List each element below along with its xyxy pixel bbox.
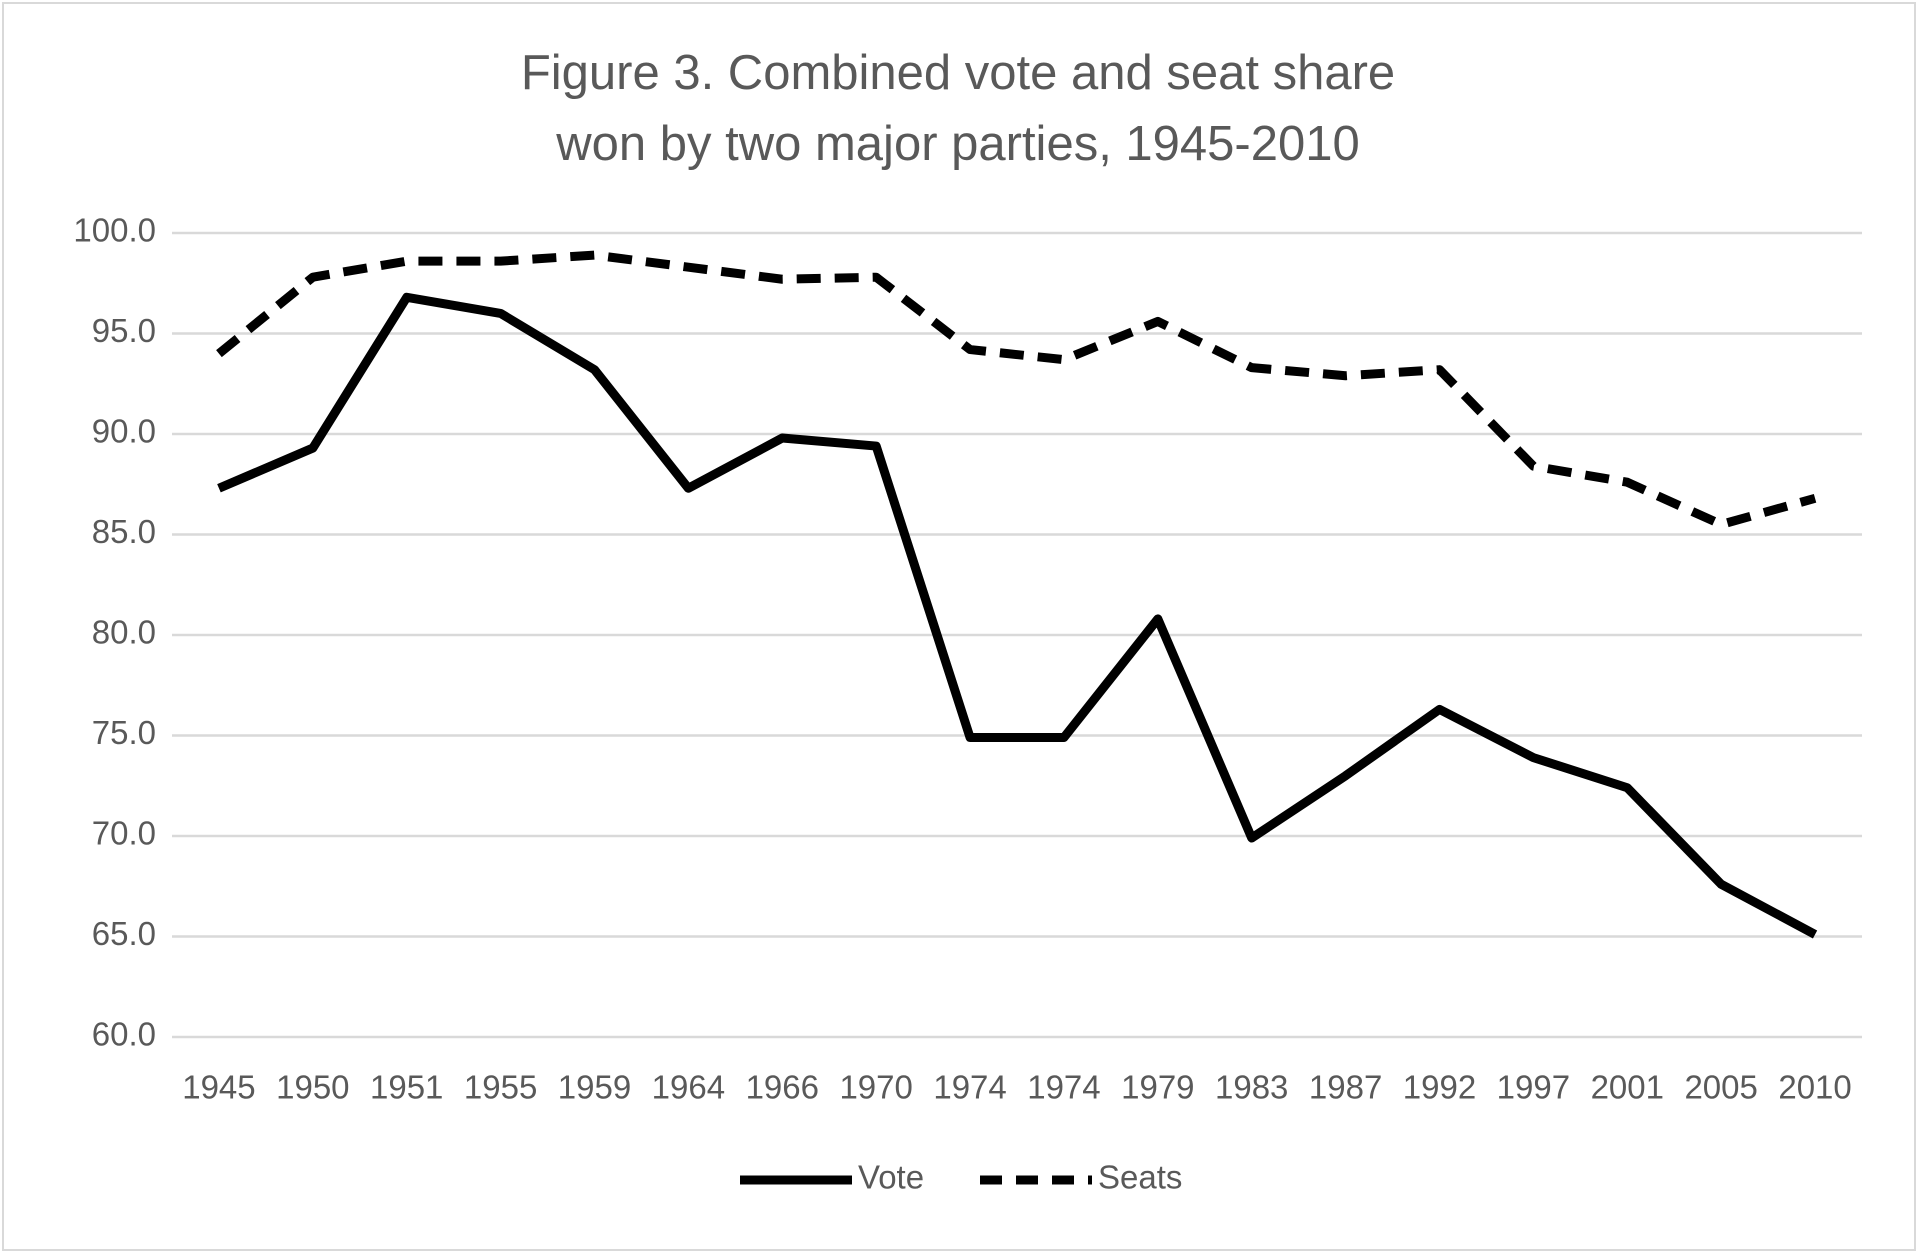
chart-title: Figure 3. Combined vote and seat share: [521, 46, 1395, 100]
x-tick-label: 1970: [839, 1069, 912, 1106]
x-tick-label: 2001: [1591, 1069, 1664, 1106]
x-tick-label: 2005: [1684, 1069, 1757, 1106]
y-tick-label: 80.0: [92, 614, 156, 651]
y-tick-label: 100.0: [73, 212, 156, 249]
y-tick-label: 85.0: [92, 513, 156, 550]
x-tick-label: 1945: [182, 1069, 255, 1106]
y-tick-label: 70.0: [92, 815, 156, 852]
x-tick-label: 1955: [464, 1069, 537, 1106]
x-tick-label: 1966: [746, 1069, 819, 1106]
x-tick-label: 1959: [558, 1069, 631, 1106]
y-tick-label: 75.0: [92, 714, 156, 751]
legend-label: Seats: [1098, 1159, 1182, 1196]
x-tick-label: 1979: [1121, 1069, 1194, 1106]
legend-label: Vote: [858, 1159, 924, 1196]
x-tick-label: 1997: [1497, 1069, 1570, 1106]
x-tick-label: 1974: [1027, 1069, 1100, 1106]
y-tick-label: 60.0: [92, 1016, 156, 1053]
x-tick-label: 2010: [1778, 1069, 1851, 1106]
x-tick-label: 1951: [370, 1069, 443, 1106]
x-tick-label: 1987: [1309, 1069, 1382, 1106]
y-tick-label: 65.0: [92, 915, 156, 952]
x-tick-label: 1992: [1403, 1069, 1476, 1106]
y-tick-label: 95.0: [92, 312, 156, 349]
x-tick-label: 1950: [276, 1069, 349, 1106]
chart-title: won by two major parties, 1945-2010: [555, 117, 1360, 171]
x-tick-label: 1964: [652, 1069, 725, 1106]
x-tick-label: 1983: [1215, 1069, 1288, 1106]
y-tick-label: 90.0: [92, 413, 156, 450]
series-line: [217, 292, 1818, 939]
series-line: [216, 250, 1817, 529]
x-tick-label: 1974: [933, 1069, 1006, 1106]
